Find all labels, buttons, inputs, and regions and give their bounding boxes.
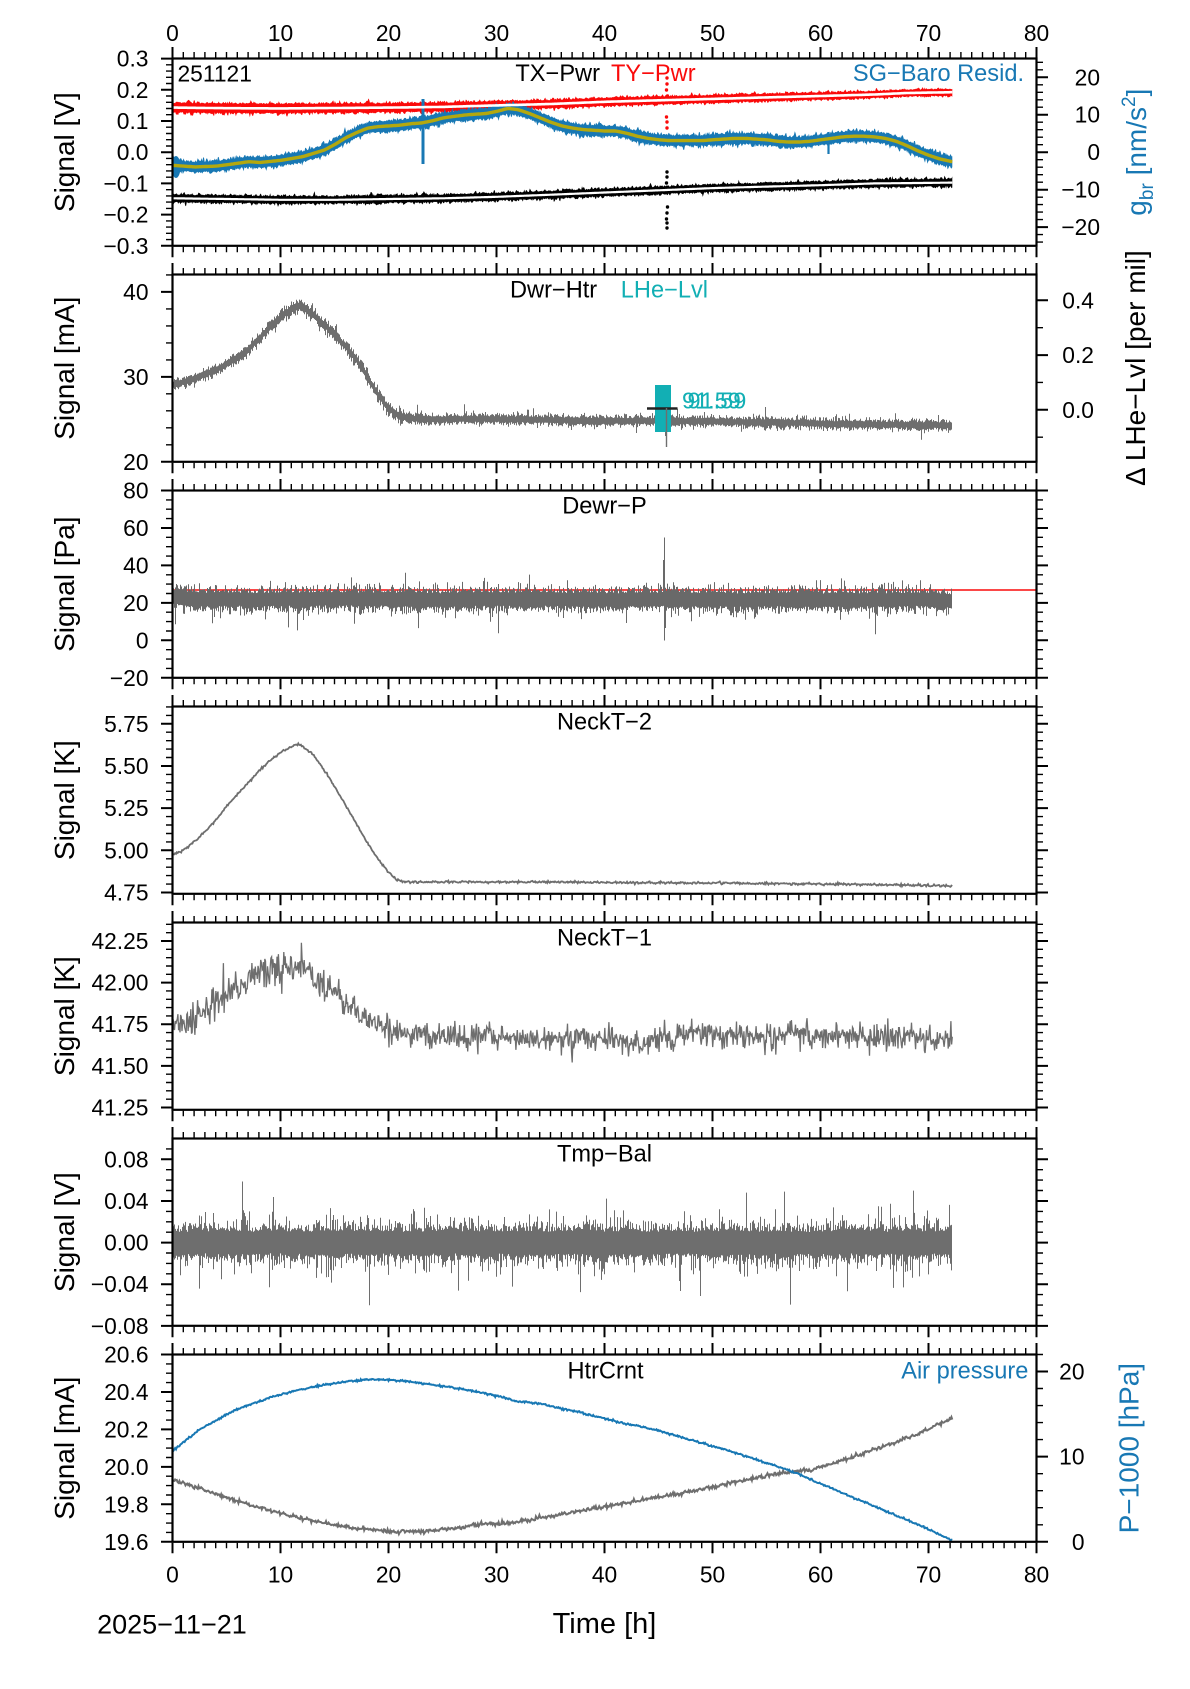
svg-text:60: 60	[123, 515, 148, 541]
svg-text:41.25: 41.25	[91, 1095, 148, 1121]
svg-text:4.75: 4.75	[104, 880, 148, 906]
svg-text:20: 20	[123, 590, 148, 616]
svg-text:−20: −20	[1061, 214, 1100, 240]
svg-text:SG−Baro Resid.: SG−Baro Resid.	[853, 61, 1024, 87]
svg-text:P−1000 [hPa]: P−1000 [hPa]	[1114, 1363, 1145, 1533]
svg-text:30: 30	[123, 364, 148, 390]
svg-text:40: 40	[592, 20, 617, 46]
svg-text:30: 30	[484, 1562, 509, 1588]
svg-text:TY−Pwr: TY−Pwr	[611, 61, 696, 87]
svg-text:TX−Pwr: TX−Pwr	[515, 61, 600, 87]
svg-text:Tmp−Bal: Tmp−Bal	[557, 1141, 652, 1167]
svg-text:Time [h]: Time [h]	[553, 1608, 657, 1640]
svg-text:41.50: 41.50	[91, 1053, 148, 1079]
svg-text:5.25: 5.25	[104, 795, 148, 821]
svg-text:Signal [K]: Signal [K]	[49, 956, 80, 1076]
svg-text:Signal [mA]: Signal [mA]	[49, 297, 80, 440]
svg-text:−0.04: −0.04	[91, 1271, 149, 1297]
svg-text:−10: −10	[1061, 177, 1100, 203]
svg-text:−0.1: −0.1	[103, 170, 148, 196]
svg-text:Signal [V]: Signal [V]	[49, 92, 80, 212]
svg-text:20: 20	[376, 1562, 401, 1588]
svg-text:−20: −20	[110, 665, 149, 691]
svg-text:91.59: 91.59	[688, 388, 747, 414]
svg-text:10: 10	[268, 20, 293, 46]
svg-text:5.50: 5.50	[104, 753, 148, 779]
svg-text:Signal [V]: Signal [V]	[49, 1172, 80, 1292]
svg-text:0.04: 0.04	[104, 1188, 149, 1214]
svg-text:10: 10	[268, 1562, 293, 1588]
svg-text:5.75: 5.75	[104, 711, 148, 737]
svg-text:40: 40	[123, 279, 148, 305]
svg-text:70: 70	[916, 20, 941, 46]
svg-text:NeckT−1: NeckT−1	[557, 925, 652, 951]
svg-text:−0.3: −0.3	[103, 233, 148, 259]
svg-text:Signal [mA]: Signal [mA]	[49, 1377, 80, 1520]
svg-text:20.4: 20.4	[104, 1379, 149, 1405]
svg-text:91.59: 91.59	[682, 388, 741, 414]
svg-text:20.2: 20.2	[104, 1416, 148, 1442]
svg-text:40: 40	[592, 1562, 617, 1588]
svg-text:19.6: 19.6	[104, 1529, 148, 1555]
svg-text:0.4: 0.4	[1062, 287, 1094, 313]
svg-text:50: 50	[700, 20, 725, 46]
svg-text:20: 20	[376, 20, 401, 46]
svg-text:20.6: 20.6	[104, 1342, 148, 1368]
svg-text:20: 20	[1059, 1359, 1084, 1385]
svg-text:0.1: 0.1	[117, 108, 149, 134]
svg-text:0: 0	[166, 1562, 179, 1588]
svg-text:Δ LHe−Lvl [per mil]: Δ LHe−Lvl [per mil]	[1120, 250, 1151, 486]
svg-text:50: 50	[700, 1562, 725, 1588]
svg-text:41.75: 41.75	[91, 1011, 148, 1037]
svg-text:LHe−Lvl: LHe−Lvl	[621, 277, 708, 303]
svg-text:0: 0	[166, 20, 179, 46]
svg-text:0.2: 0.2	[117, 77, 149, 103]
svg-text:0.00: 0.00	[104, 1230, 148, 1256]
svg-text:Signal [Pa]: Signal [Pa]	[49, 516, 80, 651]
svg-text:19.8: 19.8	[104, 1491, 148, 1517]
svg-text:0.2: 0.2	[1062, 342, 1094, 368]
svg-text:40: 40	[123, 552, 148, 578]
svg-text:30: 30	[484, 20, 509, 46]
svg-text:10: 10	[1059, 1444, 1084, 1470]
svg-text:20: 20	[1075, 64, 1100, 90]
svg-text:5.00: 5.00	[104, 837, 148, 863]
svg-text:20: 20	[123, 449, 148, 475]
svg-text:10: 10	[1075, 102, 1100, 128]
svg-text:2025−11−21: 2025−11−21	[97, 1609, 247, 1639]
svg-text:Dewr−P: Dewr−P	[562, 493, 647, 519]
svg-text:80: 80	[1024, 20, 1049, 46]
svg-text:251121: 251121	[178, 61, 252, 87]
svg-text:Signal [K]: Signal [K]	[49, 740, 80, 860]
svg-text:20.0: 20.0	[104, 1454, 148, 1480]
svg-text:HtrCrnt: HtrCrnt	[567, 1358, 643, 1384]
svg-text:NeckT−2: NeckT−2	[557, 709, 652, 735]
svg-text:42.25: 42.25	[91, 928, 148, 954]
svg-text:−0.08: −0.08	[91, 1313, 149, 1339]
svg-text:−0.2: −0.2	[103, 202, 148, 228]
svg-text:80: 80	[1024, 1562, 1049, 1588]
svg-text:42.00: 42.00	[91, 970, 148, 996]
svg-text:Dwr−Htr: Dwr−Htr	[510, 277, 597, 303]
svg-text:Air pressure: Air pressure	[901, 1358, 1028, 1384]
svg-text:0.0: 0.0	[117, 139, 149, 165]
svg-text:0: 0	[1087, 139, 1100, 165]
svg-text:0: 0	[136, 627, 149, 653]
svg-text:0.3: 0.3	[117, 46, 149, 72]
svg-text:60: 60	[808, 1562, 833, 1588]
svg-text:70: 70	[916, 1562, 941, 1588]
svg-text:60: 60	[808, 20, 833, 46]
svg-text:80: 80	[123, 478, 148, 504]
svg-text:0.08: 0.08	[104, 1146, 148, 1172]
svg-text:0: 0	[1072, 1529, 1085, 1555]
svg-text:0.0: 0.0	[1062, 397, 1094, 423]
